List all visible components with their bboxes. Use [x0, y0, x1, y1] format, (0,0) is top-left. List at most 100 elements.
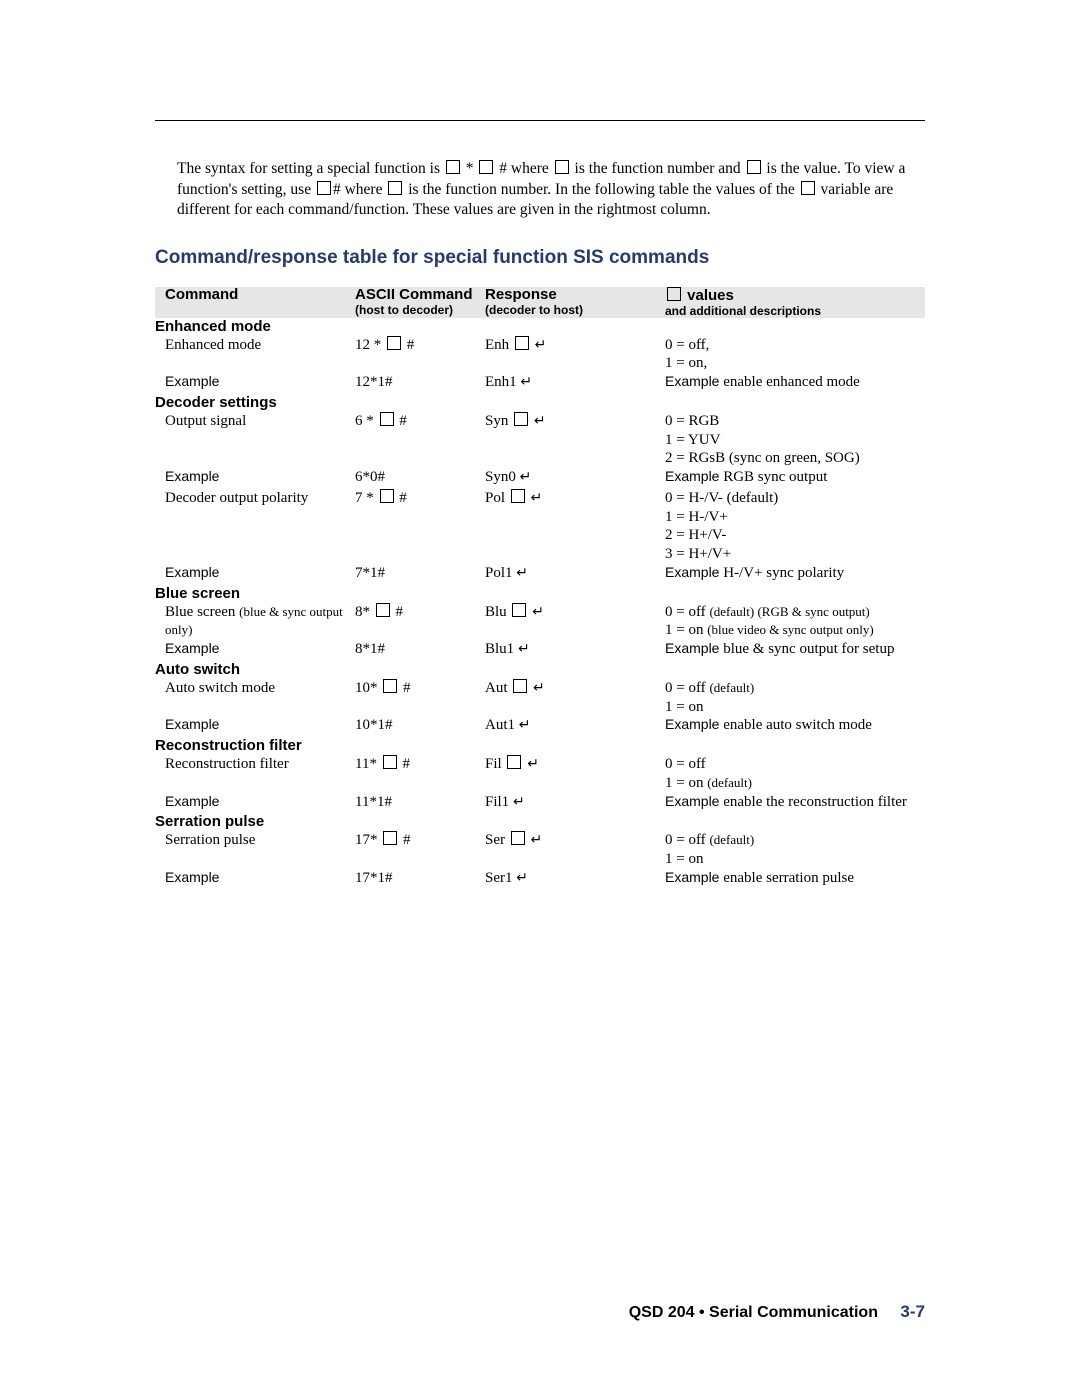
page: The syntax for setting a special functio…	[0, 0, 1080, 1397]
header-values-sub: and additional descriptions	[665, 304, 925, 318]
ascii-command: #	[403, 337, 414, 353]
box-icon	[555, 160, 569, 174]
return-icon: ↵	[516, 564, 528, 580]
command-name: Auto switch mode	[165, 680, 275, 696]
intro-text: is the function number. In the following…	[404, 181, 798, 198]
command-name: Blue screen	[165, 604, 239, 620]
response-text: Ser	[485, 832, 509, 848]
value-line: 0 = RGB	[665, 412, 925, 431]
example-label: Example	[165, 373, 219, 389]
response-text: Enh	[485, 337, 513, 353]
ascii-command: 6*0#	[355, 469, 385, 485]
ascii-command: 11*	[355, 756, 381, 772]
table-row: Blue screen (blue & sync output only)8* …	[155, 603, 925, 641]
example-label: Example	[665, 468, 719, 484]
box-icon	[801, 181, 815, 195]
return-icon: ↵	[535, 336, 547, 352]
command-table: CommandASCII Command(host to decoder)Res…	[155, 287, 925, 890]
group-row: Serration pulse	[155, 813, 925, 831]
value-line: 0 = off (default) (RGB & sync output)	[665, 603, 925, 622]
group-label: Serration pulse	[155, 813, 264, 830]
command-name: Reconstruction filter	[165, 756, 289, 772]
box-icon	[380, 412, 394, 426]
return-icon: ↵	[520, 468, 532, 484]
return-icon: ↵	[520, 373, 532, 389]
table-row: Reconstruction filter11* #Fil ↵0 = off1 …	[155, 755, 925, 793]
command-name: Serration pulse	[165, 832, 255, 848]
ascii-command: 11*1#	[355, 794, 392, 810]
box-icon	[388, 181, 402, 195]
box-icon	[376, 603, 390, 617]
ascii-command: #	[396, 490, 407, 506]
response-text: Syn0	[485, 469, 520, 485]
response-text: Aut	[485, 680, 511, 696]
value-line: Example enable enhanced mode	[665, 373, 925, 392]
separator-row	[155, 888, 925, 890]
example-label: Example	[165, 716, 219, 732]
command-name: Enhanced mode	[165, 337, 261, 353]
ascii-command: 8*1#	[355, 641, 385, 657]
group-label: Decoder settings	[155, 394, 277, 411]
group-row: Enhanced mode	[155, 318, 925, 336]
value-line: Example RGB sync output	[665, 468, 925, 487]
box-icon	[511, 831, 525, 845]
value-line: 0 = off (default)	[665, 679, 925, 698]
box-icon	[383, 831, 397, 845]
example-label: Example	[665, 564, 719, 580]
value-line: Example H-/V+ sync polarity	[665, 564, 925, 583]
table-row: Auto switch mode10* #Aut ↵0 = off (defau…	[155, 679, 925, 717]
group-row: Blue screen	[155, 585, 925, 603]
example-label: Example	[165, 869, 219, 885]
intro-text: The syntax for setting a special functio…	[177, 160, 444, 177]
box-icon	[479, 160, 493, 174]
response-text: Blu	[485, 604, 510, 620]
ascii-command: 7 *	[355, 490, 378, 506]
value-line: 1 = on	[665, 698, 925, 717]
command-name: Output signal	[165, 413, 246, 429]
example-label: Example	[665, 373, 719, 389]
header-ascii-sub: (host to decoder)	[355, 303, 485, 317]
group-label: Blue screen	[155, 585, 240, 602]
table-row: Example17*1#Ser1 ↵Example enable serrati…	[155, 869, 925, 888]
box-icon	[380, 489, 394, 503]
box-icon	[513, 679, 527, 693]
header-response-sub: (decoder to host)	[485, 303, 665, 317]
response-text: Syn	[485, 413, 512, 429]
table-row: Example11*1#Fil1 ↵Example enable the rec…	[155, 793, 925, 812]
box-icon	[511, 489, 525, 503]
value-line: 0 = off,	[665, 336, 925, 355]
ascii-command: #	[396, 413, 407, 429]
value-line: 2 = RGsB (sync on green, SOG)	[665, 449, 925, 468]
return-icon: ↵	[531, 831, 543, 847]
group-label: Reconstruction filter	[155, 737, 302, 754]
box-icon	[507, 755, 521, 769]
ascii-command: 10*1#	[355, 717, 393, 733]
value-line: 0 = off	[665, 755, 925, 774]
return-icon: ↵	[527, 755, 539, 771]
ascii-command: 12 *	[355, 337, 385, 353]
ascii-command: 10*	[355, 680, 381, 696]
return-icon: ↵	[531, 489, 543, 505]
value-line: Example enable serration pulse	[665, 869, 925, 888]
ascii-command: 6 *	[355, 413, 378, 429]
ascii-command: #	[399, 832, 410, 848]
box-icon	[383, 755, 397, 769]
response-text: Enh1	[485, 374, 520, 390]
box-icon	[514, 412, 528, 426]
command-name: Decoder output polarity	[165, 490, 308, 506]
value-line: Example enable auto switch mode	[665, 716, 925, 735]
box-icon	[446, 160, 460, 174]
example-label: Example	[665, 716, 719, 732]
response-text: Blu1	[485, 641, 518, 657]
intro-text: *	[462, 160, 478, 177]
ascii-command: 12*1#	[355, 374, 393, 390]
group-label: Enhanced mode	[155, 318, 271, 335]
header-command: Command	[165, 287, 355, 303]
value-line: Example blue & sync output for setup	[665, 640, 925, 659]
table-header-row: CommandASCII Command(host to decoder)Res…	[155, 287, 925, 318]
group-label: Auto switch	[155, 661, 240, 678]
ascii-command: 8*	[355, 604, 374, 620]
example-label: Example	[165, 793, 219, 809]
return-icon: ↵	[519, 716, 531, 732]
box-icon	[747, 160, 761, 174]
